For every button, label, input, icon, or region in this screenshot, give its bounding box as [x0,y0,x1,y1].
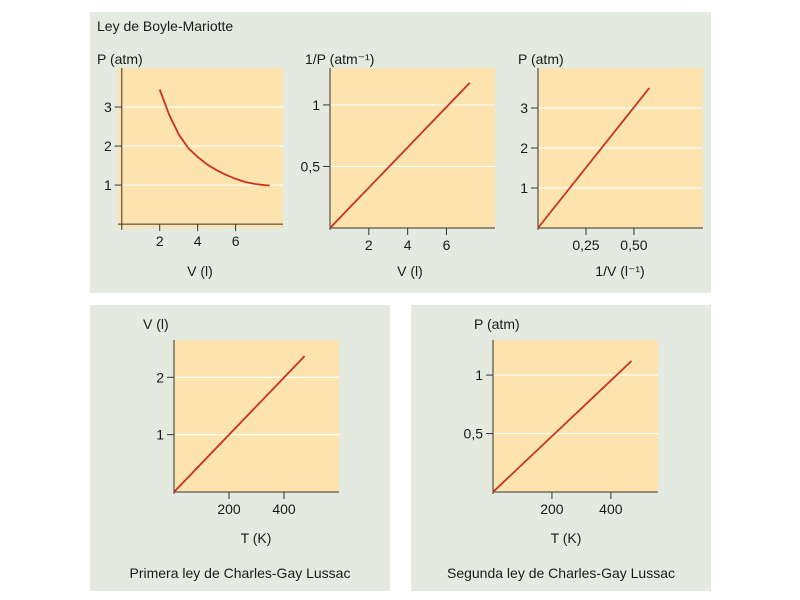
series-line [173,355,306,493]
plot-area [330,68,495,228]
y-tick-label: 3 [520,100,528,116]
chart-volume-vs-temperature: 1 2 200 400 V (l) T (K) [143,316,339,546]
x-tick-label: 0,25 [572,237,599,253]
x-tick-label: 4 [194,233,202,249]
x-axis-label: V (l) [187,263,213,279]
y-axis-label: 1/P (atm⁻¹) [305,51,374,67]
y-axis-label: P (atm) [474,316,520,332]
x-tick-label: 2 [365,237,373,253]
series-line [158,89,270,187]
x-tick-label: 2 [156,233,164,249]
y-axis-label: P (atm) [518,51,564,67]
y-axis-label: P (atm) [97,51,143,67]
y-tick-label: 1 [104,177,112,193]
series-line [537,87,651,229]
plot-area [118,68,283,228]
chart-inverse-pressure-vs-volume: 0,5 1 2 4 6 1/P (atm⁻¹) V (l) [301,51,495,279]
charles-gay-lussac-first-title: Primera ley de Charles-Gay Lussac [129,565,351,581]
chart-pressure-vs-temperature: 0,5 1 200 400 P (atm) T (K) [464,316,658,546]
y-tick-label: 0,5 [301,158,321,174]
y-tick-label: 1 [475,367,483,383]
y-tick-label: 3 [104,99,112,115]
chart-pressure-vs-inverse-volume: 1 2 3 0,25 0,50 P (atm) 1/V (l⁻¹) [518,51,703,279]
x-tick-label: 6 [232,233,240,249]
x-tick-label: 6 [443,237,451,253]
y-axis-label: V (l) [143,316,169,332]
x-tick-label: 200 [217,501,241,517]
y-tick-label: 1 [520,180,528,196]
charles-gay-lussac-second-panel: Segunda ley de Charles-Gay Lussac [411,305,711,591]
plot-area [174,340,339,492]
y-tick-label: 0,5 [464,426,484,442]
series-line [492,360,633,493]
chart-pressure-vs-volume: 1 2 3 2 4 6 P (atm) V (l) [97,51,283,279]
boyle-mariotte-title: Ley de Boyle-Mariotte [97,18,234,34]
y-tick-label: 1 [156,427,164,443]
x-axis-label: T (K) [241,530,272,546]
x-axis-label: V (l) [397,263,423,279]
charles-gay-lussac-second-title: Segunda ley de Charles-Gay Lussac [446,565,676,581]
x-axis-label: 1/V (l⁻¹) [595,263,644,279]
x-tick-label: 0,50 [620,237,647,253]
x-tick-label: 200 [540,501,564,517]
y-tick-label: 2 [520,140,528,156]
x-tick-label: 400 [272,501,296,517]
series-line [329,82,471,229]
y-tick-label: 2 [104,138,112,154]
x-axis-label: T (K) [551,530,582,546]
x-tick-label: 400 [599,501,623,517]
y-tick-label: 2 [156,369,164,385]
y-tick-label: 1 [312,97,320,113]
x-tick-label: 4 [404,237,412,253]
